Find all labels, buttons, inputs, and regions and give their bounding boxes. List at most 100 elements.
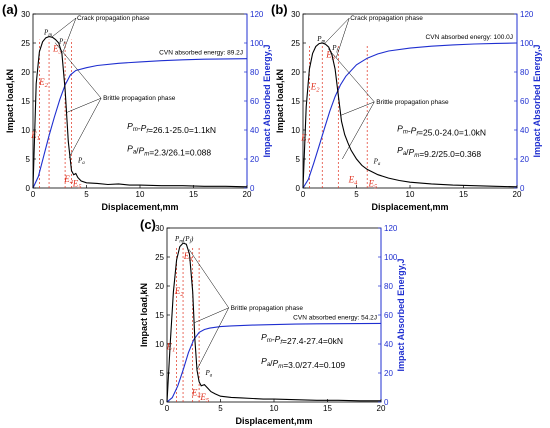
- region-label-e4: E4: [348, 174, 359, 186]
- y-tick-label: 5: [160, 369, 165, 378]
- x-tick-label: 20: [243, 190, 252, 199]
- y2-tick-label: 60: [520, 97, 529, 106]
- y2-tick-label: 40: [520, 126, 529, 135]
- y2-tick-label: 120: [384, 224, 398, 233]
- load-series-line: [166, 242, 381, 403]
- brittle-phase-arrow: [188, 249, 229, 308]
- pa-marker-label: Pa: [205, 369, 213, 379]
- y2-tick-label: 100: [250, 39, 264, 48]
- y2-tick-label: 80: [384, 282, 393, 291]
- brittle-phase-arrow: [196, 307, 229, 371]
- y-axis-label: Impact load,kN: [5, 69, 15, 133]
- x-tick-label: 10: [270, 404, 279, 413]
- pm-marker-label: Pm: [316, 35, 325, 45]
- y2-tick-label: 120: [250, 10, 264, 19]
- y2-tick-label: 20: [250, 155, 259, 164]
- region-label-e5: E5: [199, 392, 210, 404]
- y-tick-label: 25: [21, 39, 30, 48]
- x-tick-label: 5: [218, 404, 223, 413]
- y2-tick-label: 40: [250, 126, 259, 135]
- x-tick-label: 0: [31, 190, 36, 199]
- brittle-phase-arrow: [68, 98, 102, 158]
- y-tick-label: 15: [155, 311, 164, 320]
- load-series-line: [32, 36, 248, 189]
- equation-ratio: Pa/Pm=2.3/26.1=0.088: [127, 144, 211, 158]
- y-tick-label: 20: [21, 68, 30, 77]
- load-series-line: [302, 42, 518, 189]
- y2-tick-label: 20: [520, 155, 529, 164]
- x-tick-label: 0: [165, 404, 170, 413]
- equation-difference: Pm-Pf=25.0-24.0=1.0kN: [397, 123, 486, 137]
- cvn-energy-label: CVN absorbed energy: 89.2J: [159, 50, 243, 57]
- y-tick-label: 15: [291, 97, 300, 106]
- y2-tick-label: 120: [520, 10, 534, 19]
- brittle-phase-arrow: [54, 42, 102, 99]
- y2-tick-label: 100: [520, 39, 534, 48]
- y-tick-label: 10: [291, 126, 300, 135]
- y-tick-label: 10: [155, 340, 164, 349]
- pf-marker-label: Pf: [58, 38, 65, 48]
- region-label-e1: E1: [300, 132, 310, 144]
- energy-series-line: [302, 42, 518, 189]
- y-tick-label: 20: [291, 68, 300, 77]
- pf-marker-label: Pf: [331, 44, 338, 54]
- brittle-phase-arrow: [342, 101, 375, 160]
- x-axis-label: Displacement,mm: [371, 202, 448, 212]
- y-tick-label: 5: [296, 155, 301, 164]
- region-label-e2: E2: [310, 82, 321, 94]
- equation-ratio: Pa/Pm=3.0/27.4=0.109: [261, 356, 345, 370]
- crack-phase-label: Crack propagation phase: [350, 15, 423, 22]
- y-tick-label: 30: [21, 10, 30, 19]
- x-tick-label: 15: [459, 190, 468, 199]
- y2-tick-label: 80: [250, 68, 259, 77]
- x-tick-label: 5: [354, 190, 359, 199]
- y-tick-label: 20: [155, 282, 164, 291]
- x-tick-label: 20: [377, 404, 386, 413]
- y-tick-label: 0: [160, 398, 165, 407]
- brittle-phase-label: Brittle propagation phase: [231, 305, 304, 312]
- chart-panel-a: (a)0 5 10 15 20051015202530020406080100120Di…: [2, 2, 272, 212]
- region-label-e1: E1: [166, 341, 176, 353]
- y-tick-label: 15: [21, 97, 30, 106]
- y2-axis-label: Impact Absorbed Energy,J: [532, 44, 542, 157]
- y2-tick-label: 40: [384, 340, 393, 349]
- region-label-e3: E3: [52, 44, 63, 56]
- x-tick-label: 0: [301, 190, 306, 199]
- brittle-phase-label: Brittle propagation phase: [376, 99, 449, 106]
- y-tick-label: 0: [296, 184, 301, 193]
- brittle-phase-arrow: [328, 48, 375, 103]
- energy-series-line: [166, 322, 382, 403]
- crack-phase-label: Crack propagation phase: [77, 15, 150, 22]
- brittle-phase-arrow: [340, 101, 375, 116]
- y-tick-label: 30: [291, 10, 300, 19]
- y-tick-label: 10: [21, 126, 30, 135]
- region-label-e5: E5: [367, 179, 378, 191]
- x-tick-label: 5: [84, 190, 89, 199]
- region-label-e5: E5: [72, 178, 83, 190]
- y-tick-label: 25: [291, 39, 300, 48]
- y-tick-label: 0: [26, 184, 31, 193]
- panel-label: (a): [2, 2, 18, 17]
- x-tick-label: 10: [136, 190, 145, 199]
- region-label-e2: E2: [174, 286, 185, 298]
- y-axis-label: Impact load,kN: [275, 69, 285, 133]
- equation-difference: Pm-Pf=27.4-27.4=0kN: [261, 332, 343, 346]
- y2-tick-label: 60: [384, 311, 393, 320]
- brittle-phase-arrow: [67, 97, 102, 113]
- chart-panel-b: (b)0 5 10 15 20051015202530020406080100120Di…: [271, 2, 542, 212]
- equation-difference: Pm-Pf=26.1-25.0=1.1kN: [127, 121, 216, 135]
- panel-label: (c): [140, 217, 156, 232]
- energy-series-line: [32, 58, 248, 189]
- x-tick-label: 20: [513, 190, 522, 199]
- x-axis-label: Displacement,mm: [235, 416, 312, 426]
- region-label-e4: E4: [63, 174, 74, 186]
- crack-phase-arrow: [324, 17, 350, 45]
- region-label-e3: E3: [183, 251, 194, 263]
- y2-tick-label: 60: [250, 97, 259, 106]
- y-tick-label: 5: [26, 155, 31, 164]
- y2-axis-label: Impact Absorbed Energy,J: [396, 258, 406, 371]
- brittle-phase-label: Brittle propagation phase: [103, 95, 176, 102]
- y2-tick-label: 100: [384, 253, 398, 262]
- y-axis-label: Impact load,kN: [139, 283, 149, 347]
